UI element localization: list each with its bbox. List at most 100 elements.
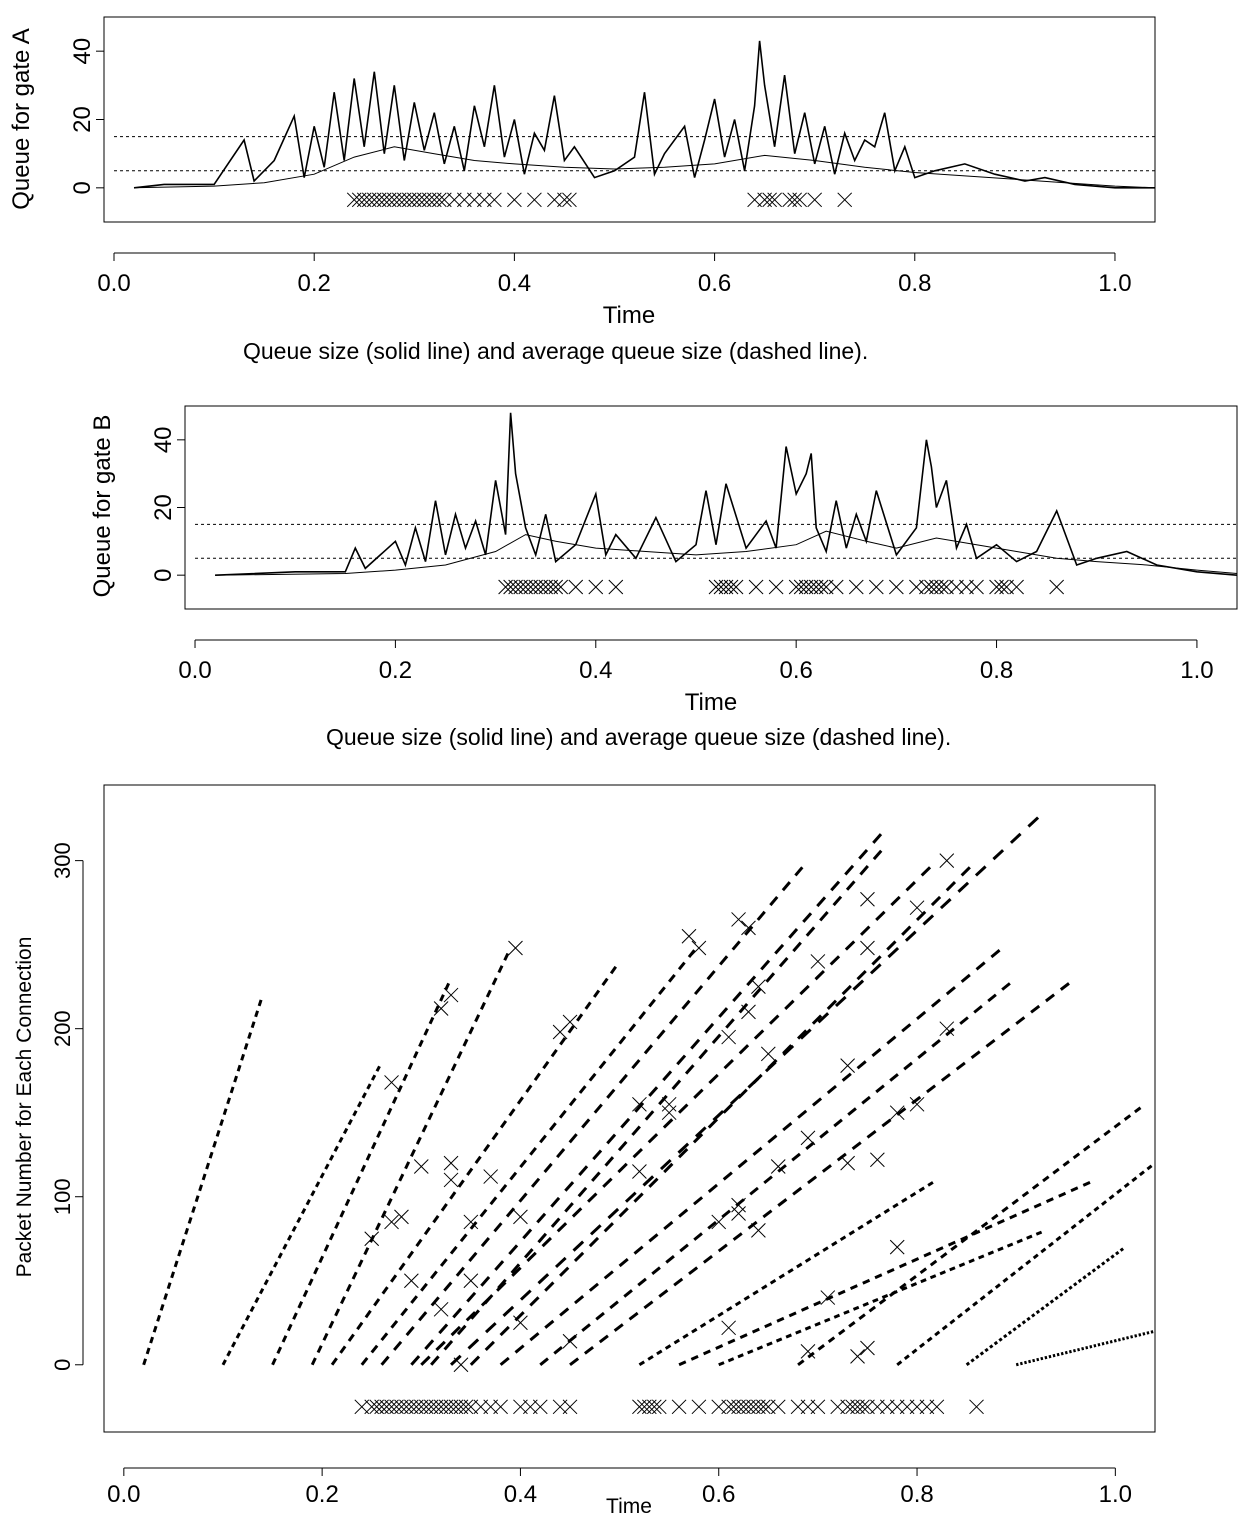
packet-segment <box>1105 1341 1109 1345</box>
gate-b-drop-mark-stroke <box>1049 579 1065 595</box>
connection-trace <box>1015 1330 1154 1367</box>
packet-segment <box>704 1022 715 1034</box>
packet-segment <box>519 1159 528 1169</box>
packet-drop-mark-stroke <box>840 1058 855 1074</box>
packet-segment <box>357 1259 364 1268</box>
packet-segment <box>927 1181 934 1187</box>
connection-trace <box>569 982 1070 1366</box>
drop-row-mark <box>671 1399 687 1415</box>
drop-row-mark <box>969 1399 984 1415</box>
packet-segment <box>638 1011 647 1020</box>
gate-a-drop-mark <box>562 192 577 208</box>
packet-segment <box>805 1141 815 1150</box>
gate-a-drop-mark <box>557 192 572 208</box>
packet-segment <box>958 1262 966 1268</box>
packet-segment <box>483 1143 491 1153</box>
packet-segment <box>556 1222 568 1233</box>
packet-segment <box>493 1222 503 1233</box>
packet-drop-mark <box>909 1096 925 1112</box>
packet-drop-mark-stroke <box>562 1333 578 1349</box>
packet-segment <box>221 1359 227 1366</box>
packet-segment <box>468 1026 475 1035</box>
packet-segment <box>302 1289 309 1298</box>
packet-drop-mark <box>939 853 955 868</box>
packet-segment <box>1052 1167 1060 1175</box>
gate-a-x-tick-label: 0.6 <box>698 270 731 297</box>
packet-segment <box>380 1355 390 1366</box>
packet-segment <box>1047 1241 1054 1248</box>
gate-b-drop-mark <box>588 579 604 595</box>
packet-segment <box>817 1344 825 1351</box>
gate-b-drop-mark <box>828 579 844 595</box>
packet-segment <box>638 1360 646 1367</box>
packet-segment <box>393 1340 403 1351</box>
gate-a-x-tick-label: 0.4 <box>498 270 531 297</box>
packet-segment <box>1119 1247 1125 1252</box>
packet-segment <box>651 1266 661 1275</box>
packet-segment <box>240 1323 246 1330</box>
packet-segment <box>881 1293 889 1299</box>
packet-segment <box>792 1186 803 1196</box>
packet-segment <box>715 1344 724 1350</box>
packet-segment <box>821 1164 832 1173</box>
packet-segment <box>544 1281 555 1292</box>
packets-x-tick-label: 0.2 <box>305 1481 338 1508</box>
packet-drop-mark-stroke <box>443 987 459 1003</box>
packet-segment <box>569 1357 580 1366</box>
packet-segment <box>737 1088 748 1099</box>
packet-segment <box>752 1289 759 1296</box>
packet-segment <box>862 1278 871 1285</box>
packet-segment <box>375 1065 381 1072</box>
gate-a-drop-mark <box>792 192 808 208</box>
packet-segment <box>1126 1336 1130 1340</box>
packet-segment <box>1108 1194 1115 1200</box>
packet-drop-mark-stroke <box>760 1046 776 1062</box>
packet-segment <box>328 1232 335 1241</box>
packet-segment <box>945 986 956 996</box>
packet-segment <box>702 1255 713 1264</box>
packet-segment <box>633 1245 644 1255</box>
packet-segment <box>1121 1337 1125 1341</box>
packet-segment <box>484 1340 495 1352</box>
packet-segment <box>467 1338 480 1350</box>
packet-drop-mark-stroke <box>860 891 875 907</box>
packet-segment <box>628 1311 639 1321</box>
packet-segment <box>617 1162 628 1174</box>
packet-drop-mark-stroke <box>483 1169 499 1184</box>
packet-segment <box>722 1171 733 1181</box>
packet-drop-mark-stroke <box>751 1222 766 1238</box>
packet-segment <box>459 1233 468 1243</box>
packet-segment <box>340 1296 346 1305</box>
packet-segment <box>825 1295 834 1301</box>
packet-segment <box>360 1357 369 1366</box>
packet-segment <box>756 1345 764 1351</box>
packet-segment <box>339 1345 347 1354</box>
gate-a-chart: 0.0 0.2 0.4 0.6 0.8 1.0 0 20 40 Queue for gate A… <box>8 16 1156 329</box>
packet-drop-mark <box>889 1105 905 1121</box>
packet-segment <box>342 1127 349 1135</box>
packet-segment <box>530 1177 541 1188</box>
gate-a-drop-mark-stroke <box>557 192 572 208</box>
packet-segment <box>430 1270 438 1280</box>
packet-segment <box>310 1190 316 1197</box>
packet-segment <box>664 1344 672 1350</box>
packet-segment <box>673 1338 681 1345</box>
packet-segment <box>483 1294 494 1305</box>
packet-segment <box>349 1187 356 1195</box>
gate-a-x-tick-label: 1.0 <box>1098 270 1131 297</box>
gate-b-drop-mark-stroke <box>888 579 904 595</box>
packet-segment <box>415 1136 422 1145</box>
packet-segment <box>281 1335 288 1343</box>
packet-segment <box>433 1099 440 1109</box>
packet-segment <box>940 1073 951 1082</box>
gate-a-y-tick-label: 40 <box>69 38 96 65</box>
packet-segment <box>398 1173 405 1182</box>
drop-row-mark <box>756 1399 771 1415</box>
packets-marks: 0.0 0.2 0.4 0.6 0.8 1.0 0 100 200 300 <box>50 816 1154 1508</box>
packet-segment <box>800 1306 809 1312</box>
packet-segment <box>564 1181 575 1192</box>
gate-b-drop-mark-stroke <box>728 579 744 595</box>
packet-drop-mark <box>800 1130 816 1146</box>
packet-segment <box>618 1073 628 1085</box>
packet-segment <box>732 1232 743 1241</box>
